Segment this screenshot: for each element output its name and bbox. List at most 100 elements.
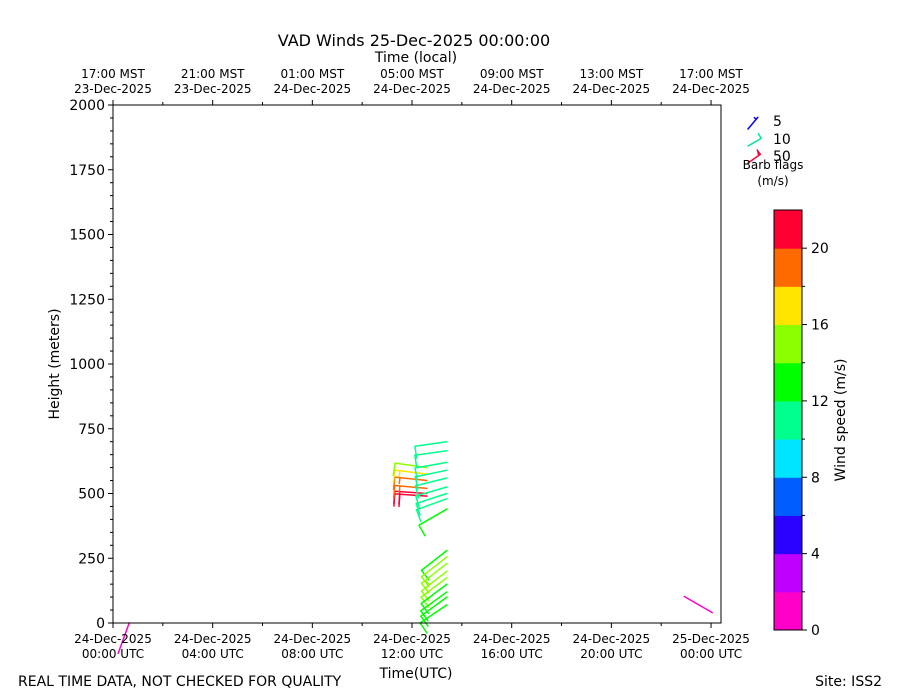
- y-tick-label: 1250: [69, 292, 105, 308]
- barb-full-tick: [414, 455, 418, 468]
- colorbar-segment: [774, 591, 802, 631]
- wind-barb: [414, 461, 448, 481]
- barb-shaft: [420, 562, 448, 585]
- y-tick-label: 1000: [69, 357, 105, 373]
- top-tick-date: 23-Dec-2025: [74, 82, 152, 96]
- x-tick-date: 25-Dec-2025: [672, 632, 750, 646]
- barb-shaft: [420, 596, 448, 617]
- legend-entry-10: 10: [773, 132, 791, 148]
- plot-axes: 0 250 500 750 1000 1250 1500 1750 2000 24-Dec-202…: [69, 67, 750, 661]
- colorbar-frame: [773, 209, 803, 631]
- colorbar-segment: [774, 515, 802, 555]
- barb-shaft: [415, 497, 448, 511]
- barb-shaft: [394, 469, 428, 475]
- barb-shaft: [420, 583, 448, 605]
- barb-shaft: [419, 604, 448, 624]
- barb-shaft: [418, 508, 448, 526]
- top-tick-time: 05:00 MST: [380, 67, 444, 81]
- x-tick-date: 24-Dec-2025: [573, 632, 651, 646]
- barb-shaft: [420, 556, 448, 578]
- barb-full-tick: [418, 524, 426, 537]
- x-axis-label: Time(UTC): [379, 666, 453, 682]
- top-tick-date: 24-Dec-2025: [373, 82, 451, 96]
- quality-note: REAL TIME DATA, NOT CHECKED FOR QUALITY: [18, 674, 342, 690]
- wind-barb: [414, 440, 448, 459]
- colorbar-segment: [774, 477, 802, 516]
- colorbar-tick-label: 16: [811, 318, 829, 334]
- barb-full-tick: [415, 495, 421, 509]
- barb-full-tick: [392, 477, 396, 490]
- colorbar-segment: [774, 248, 802, 287]
- top-tick-time: 21:00 MST: [181, 67, 245, 81]
- barb-shaft: [420, 591, 448, 612]
- wind-barb: [747, 116, 759, 130]
- barb-full-tick: [392, 463, 396, 476]
- wind-barb: [117, 622, 130, 655]
- top-tick-date: 24-Dec-2025: [672, 82, 750, 96]
- wind-barb: [415, 497, 448, 522]
- barb-half-tick: [398, 470, 401, 478]
- x-tick-time: 08:00 UTC: [281, 647, 343, 661]
- barb-full-tick: [757, 132, 762, 139]
- top-tick-time: 17:00 MST: [679, 67, 743, 81]
- wind-barb: [747, 132, 762, 147]
- wind-barb: [392, 469, 428, 483]
- wind-barb: [414, 477, 448, 499]
- x-tick-date: 24-Dec-2025: [74, 632, 152, 646]
- x-tick-time: 04:00 UTC: [182, 647, 244, 661]
- barb-shaft: [414, 469, 448, 478]
- colorbar-segment: [774, 362, 802, 402]
- legend-entry-5: 5: [773, 114, 782, 130]
- barb-shaft: [414, 440, 448, 447]
- wind-barb: [747, 149, 762, 164]
- barb-full-tick: [420, 610, 429, 622]
- colorbar-tick-label: 4: [811, 547, 820, 563]
- x-tick-date: 24-Dec-2025: [174, 632, 252, 646]
- top-tick-date: 24-Dec-2025: [573, 82, 651, 96]
- wind-barb: [414, 450, 448, 468]
- barb-full-tick: [419, 622, 428, 634]
- wind-barb: [392, 476, 428, 490]
- legend-entry-50: 50: [773, 149, 791, 165]
- top-tick-time: 13:00 MST: [580, 67, 644, 81]
- chart-title: VAD Winds 25-Dec-2025 00:00:00: [278, 31, 550, 50]
- y-tick-label: 1500: [69, 228, 105, 244]
- wind-barb: [419, 604, 448, 634]
- y-tick-label: 750: [78, 422, 105, 438]
- top-tick-date: 23-Dec-2025: [174, 82, 252, 96]
- top-tick-time: 17:00 MST: [81, 67, 145, 81]
- barb-full-tick: [420, 615, 429, 627]
- barb-half-tick: [398, 485, 401, 493]
- y-tick-label: 1750: [69, 163, 105, 179]
- x-tick-time: 00:00 UTC: [82, 647, 144, 661]
- barb-full-tick: [414, 446, 418, 459]
- top-tick-time: 01:00 MST: [280, 67, 344, 81]
- colorbar-segment: [774, 439, 802, 478]
- wind-barb: [414, 469, 448, 490]
- barb-half-tick: [398, 477, 401, 485]
- barb-full-tick: [392, 485, 396, 499]
- barb-shaft: [414, 450, 448, 457]
- colorbar-segment: [774, 400, 802, 440]
- barb-shaft: [394, 484, 428, 490]
- x-tick-time: 20:00 UTC: [580, 647, 642, 661]
- barb-full-tick: [414, 476, 419, 490]
- top-tick-date: 24-Dec-2025: [473, 82, 551, 96]
- colorbar-tick-label: 20: [811, 241, 829, 257]
- y-tick-label: 250: [78, 551, 105, 567]
- wind-barb: [415, 486, 448, 509]
- wind-barb: [420, 591, 448, 622]
- top-tick-time: 09:00 MST: [480, 67, 544, 81]
- colorbar: 0 4 8 12 16 20: [773, 209, 829, 639]
- barb-full-tick: [392, 470, 396, 483]
- barb-shaft: [414, 461, 448, 469]
- barb-shaft: [683, 595, 714, 614]
- barb-shaft: [420, 570, 448, 592]
- legend-glyphs: [747, 116, 762, 164]
- colorbar-segment: [774, 324, 802, 364]
- barb-shaft: [747, 116, 759, 130]
- barb-full-tick: [420, 590, 430, 602]
- wind-barb: [420, 570, 448, 602]
- x-tick-time: 12:00 UTC: [381, 647, 443, 661]
- y-tick-label: 2000: [69, 98, 105, 114]
